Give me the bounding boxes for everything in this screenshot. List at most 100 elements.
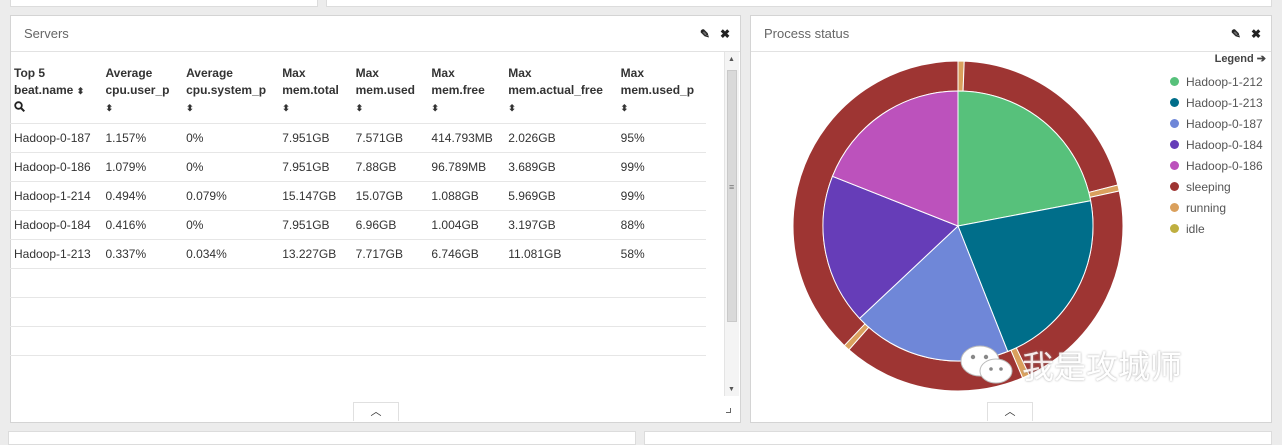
column-header-line1: Top 5: [14, 66, 46, 80]
table-cell: 58%: [616, 239, 706, 269]
column-header-line1: Average: [186, 66, 233, 80]
legend-label: Hadoop-1-212: [1186, 74, 1263, 89]
column-header-field: cpu.system_p: [186, 83, 267, 97]
legend-label: idle: [1186, 221, 1205, 236]
legend-label: Hadoop-1-213: [1186, 95, 1263, 110]
column-header-line2: mem.free: [431, 82, 500, 99]
inner-slice-hadoop-1-213[interactable]: [957, 200, 1094, 353]
table-cell: 6.746GB: [427, 239, 505, 269]
legend-label: running: [1186, 200, 1227, 215]
pencil-icon[interactable]: ✎: [699, 27, 710, 41]
table-cell: 99%: [616, 152, 706, 182]
sort-icon[interactable]: ⬍: [355, 103, 364, 113]
watermark: 我是攻城师: [958, 342, 1182, 388]
scroll-up-arrow-icon[interactable]: ▲: [728, 56, 735, 63]
legend-item[interactable]: running: [1170, 197, 1270, 218]
table-row[interactable]: Hadoop-0-186 1.079% 0% 7.951GB 7.88GB 96.789M…: [10, 152, 706, 182]
sort-icon-row: ⬍: [186, 99, 274, 117]
search-icon[interactable]: [14, 100, 97, 117]
table-cell: 7.951GB: [278, 152, 352, 182]
sort-icon[interactable]: ⬍: [508, 103, 516, 113]
table-cell: 0%: [182, 123, 279, 153]
legend-item[interactable]: sleeping: [1170, 176, 1270, 197]
scrollbar-thumb[interactable]: [727, 70, 737, 322]
legend-color-dot: [1170, 77, 1179, 86]
empty-cell: [10, 326, 706, 356]
table-cell: 15.07GB: [351, 181, 428, 211]
column-header-line1: Max: [620, 66, 645, 80]
table-cell: 99%: [616, 181, 706, 211]
legend-item[interactable]: Hadoop-1-213: [1170, 92, 1270, 113]
inner-slice-hadoop-0-184[interactable]: [822, 175, 959, 320]
table-cell: 1.079%: [101, 152, 183, 182]
column-header[interactable]: Top 5 beat.name ⬍: [10, 52, 101, 124]
wechat-icon: [960, 345, 1013, 384]
legend-item[interactable]: idle: [1170, 218, 1270, 239]
watermark-text: 我是攻城师: [1022, 348, 1183, 386]
pencil-icon[interactable]: ✎: [1230, 27, 1241, 41]
legend-title[interactable]: Legend ➔: [1170, 52, 1270, 65]
bottom-panel-right: [644, 431, 1272, 445]
close-icon[interactable]: ✖: [719, 27, 730, 41]
table-cell: 7.717GB: [351, 239, 428, 269]
column-header[interactable]: Max mem.total ⬍: [278, 52, 351, 124]
column-header-line2: mem.actual_free: [508, 82, 612, 99]
table-cell: 0%: [182, 210, 279, 240]
column-header[interactable]: Average cpu.user_p ⬍: [101, 52, 182, 124]
servers-collapse-button[interactable]: ︿: [353, 402, 399, 421]
table-cell: 96.789MB: [427, 152, 505, 182]
sort-icon[interactable]: ⬍: [186, 103, 194, 113]
table-cell: 3.197GB: [504, 210, 617, 240]
table-row[interactable]: Hadoop-0-184 0.416% 0% 7.951GB 6.96GB 1.004GB…: [10, 210, 706, 240]
bottom-panel-left: [8, 431, 636, 445]
process-collapse-button[interactable]: ︿: [987, 402, 1033, 421]
legend-item[interactable]: Hadoop-0-186: [1170, 155, 1270, 176]
legend-item[interactable]: Hadoop-0-187: [1170, 113, 1270, 134]
table-cell: 7.951GB: [278, 210, 352, 240]
column-header[interactable]: Max mem.used_p ⬍: [617, 52, 706, 124]
table-cell: 0.337%: [101, 239, 183, 269]
sort-icon[interactable]: ⬍: [282, 103, 290, 113]
column-header-field: beat.name: [14, 83, 74, 97]
legend-item[interactable]: Hadoop-0-184: [1170, 134, 1270, 155]
empty-cell: [10, 268, 706, 298]
empty-table-row: [10, 297, 706, 327]
table-cell: 1.004GB: [427, 210, 505, 240]
sort-icon-row: ⬍: [356, 99, 424, 117]
table-header-row: Top 5 beat.name ⬍ Average cpu.user_p ⬍ Averag…: [10, 52, 706, 124]
sort-icon[interactable]: ⬍: [76, 86, 85, 96]
column-header[interactable]: Max mem.free ⬍: [427, 52, 504, 124]
table-row[interactable]: Hadoop-0-187 1.157% 0% 7.951GB 7.571GB 414.79…: [10, 123, 706, 153]
sort-icon[interactable]: ⬍: [431, 103, 439, 113]
sort-icon[interactable]: ⬍: [105, 103, 113, 113]
process-pie-chart: [792, 60, 1124, 392]
table-cell: 95%: [616, 123, 706, 153]
table-row[interactable]: Hadoop-1-214 0.494% 0.079% 15.147GB 15.07GB 1…: [10, 181, 706, 211]
scroll-down-arrow-icon[interactable]: ▼: [728, 386, 735, 393]
servers-panel-title: Servers: [24, 26, 69, 41]
column-header[interactable]: Max mem.used ⬍: [352, 52, 428, 124]
sort-icon-row: ⬍: [621, 99, 702, 117]
column-header[interactable]: Average cpu.system_p ⬍: [182, 52, 278, 124]
table-cell: 2.026GB: [504, 123, 617, 153]
column-header-line2: cpu.system_p: [186, 82, 274, 99]
inner-slice-hadoop-1-212[interactable]: [957, 90, 1092, 227]
close-icon[interactable]: ✖: [1250, 27, 1261, 41]
table-cell: Hadoop-0-186: [10, 152, 102, 182]
table-cell: 0.034%: [182, 239, 279, 269]
process-panel-header: Process status ✎ ✖: [751, 16, 1271, 52]
table-cell: Hadoop-1-214: [10, 181, 102, 211]
column-header[interactable]: Max mem.actual_free ⬍: [504, 52, 616, 124]
table-scrollbar[interactable]: ▲ ≡ ▼: [724, 52, 739, 396]
servers-resize-handle[interactable]: [726, 408, 731, 413]
table-row[interactable]: Hadoop-1-213 0.337% 0.034% 13.227GB 7.717GB 6…: [10, 239, 706, 269]
table-cell: 7.951GB: [278, 123, 352, 153]
column-header-line1: Max: [431, 66, 455, 80]
sort-icon-row: ⬍: [282, 99, 347, 117]
empty-cell: [10, 355, 706, 384]
sort-icon-row: ⬍: [105, 99, 178, 117]
inner-slice-hadoop-0-186[interactable]: [831, 90, 959, 227]
sort-icon[interactable]: ⬍: [620, 103, 629, 113]
top-panel-right: [326, 0, 1272, 7]
legend-item[interactable]: Hadoop-1-212: [1170, 71, 1270, 92]
